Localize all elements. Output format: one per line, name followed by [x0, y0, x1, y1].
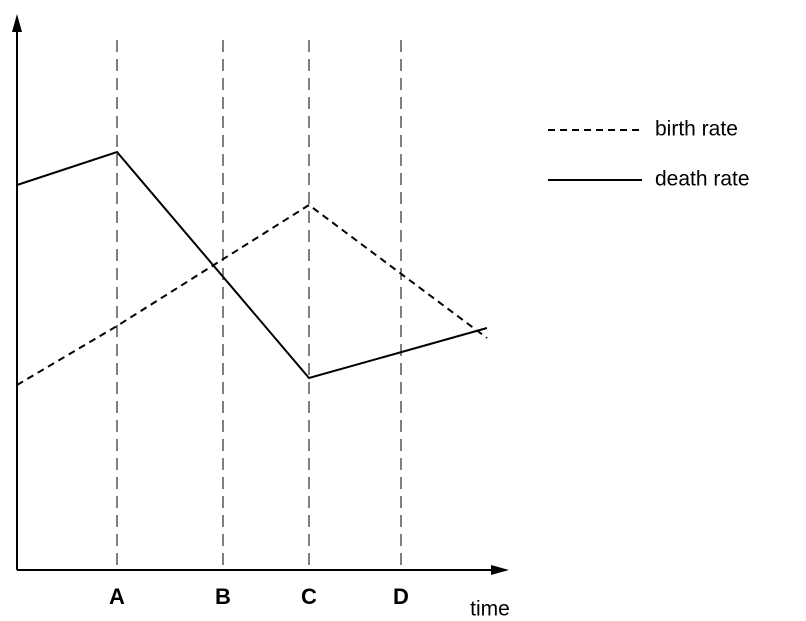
x-axis-arrow [491, 565, 509, 575]
y-axis-arrow [12, 14, 22, 32]
legend-label: birth rate [655, 118, 738, 141]
x-tick-label: D [393, 584, 409, 609]
x-tick-label: C [301, 584, 317, 609]
series-line [16, 203, 488, 386]
x-tick-label: B [215, 584, 231, 609]
x-axis-label: time [470, 598, 510, 621]
legend-label: death rate [655, 168, 750, 191]
x-tick-label: A [109, 584, 125, 609]
series-line [16, 150, 488, 380]
